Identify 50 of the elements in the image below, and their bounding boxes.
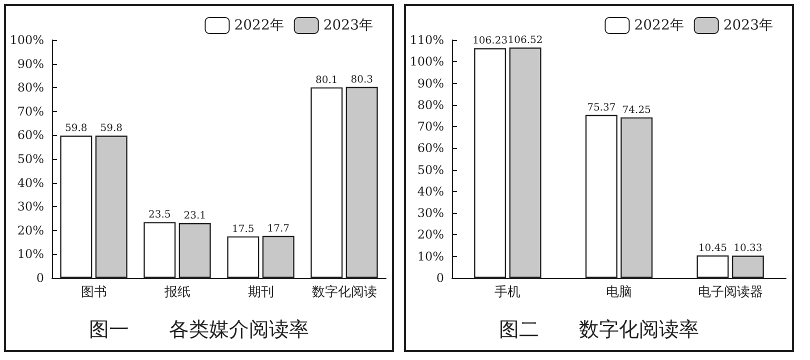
y-tick-label: 10% — [417, 249, 444, 264]
data-label: 80.1 — [316, 74, 338, 86]
y-tick-label: 20% — [17, 223, 44, 238]
data-label: 75.37 — [587, 102, 616, 114]
y-tick-label: 70% — [17, 104, 44, 118]
x-tick-label: 电脑 — [606, 285, 632, 300]
x-tick-label: 图书 — [80, 285, 107, 300]
y-tick-label: 90% — [417, 76, 444, 90]
x-tick-label: 手机 — [494, 285, 521, 300]
x-tick-label: 电子阅读器 — [698, 285, 763, 300]
data-label: 23.5 — [148, 210, 171, 221]
data-label: 10.45 — [698, 242, 728, 254]
y-tick-label: 50% — [417, 162, 444, 177]
y-tick-label: 40% — [417, 184, 444, 198]
y-tick-label: 80% — [17, 80, 44, 95]
y-tick-label: 80% — [417, 98, 444, 112]
y-tick-label: 10% — [17, 247, 44, 262]
data-label: 74.25 — [622, 104, 651, 116]
y-tick-label: 90% — [17, 56, 44, 71]
y-tick-label: 30% — [417, 206, 444, 220]
data-label: 80.3 — [350, 74, 373, 86]
text: 图一 各类媒介阅读率 — [89, 317, 309, 341]
y-tick-label: 0 — [436, 271, 444, 285]
y-tick-label: 60% — [417, 141, 444, 156]
y-tick-label: 40% — [17, 176, 44, 190]
data-label: 59.8 — [100, 123, 122, 134]
data-label: 106.52 — [508, 35, 543, 46]
text: 图二 数字化阅读率 — [499, 317, 699, 341]
legend-label: 2023年 — [323, 18, 374, 34]
x-tick-label: 数字化阅读 — [312, 284, 377, 300]
data-label: 17.5 — [232, 224, 254, 235]
data-label: 59.8 — [65, 123, 88, 134]
y-tick-label: 60% — [17, 128, 44, 142]
legend-label: 2023年 — [723, 18, 774, 34]
y-tick-label: 70% — [417, 120, 444, 134]
data-label: 106.23 — [472, 36, 508, 47]
y-tick-label: 20% — [417, 228, 444, 242]
x-tick-label: 报纸 — [163, 285, 190, 300]
data-label: 10.33 — [734, 243, 762, 254]
data-label: 17.7 — [267, 223, 290, 234]
legend-label: 2022年 — [634, 18, 684, 34]
y-tick-label: 100% — [10, 33, 44, 47]
y-tick-label: 110% — [410, 33, 444, 47]
legend-label: 2022年 — [234, 18, 284, 34]
y-tick-label: 0 — [36, 271, 44, 285]
y-tick-label: 50% — [17, 152, 44, 166]
data-label: 23.1 — [184, 210, 206, 222]
x-tick-label: 期刊 — [248, 285, 274, 300]
y-tick-label: 30% — [17, 200, 44, 214]
y-tick-label: 100% — [410, 54, 444, 69]
